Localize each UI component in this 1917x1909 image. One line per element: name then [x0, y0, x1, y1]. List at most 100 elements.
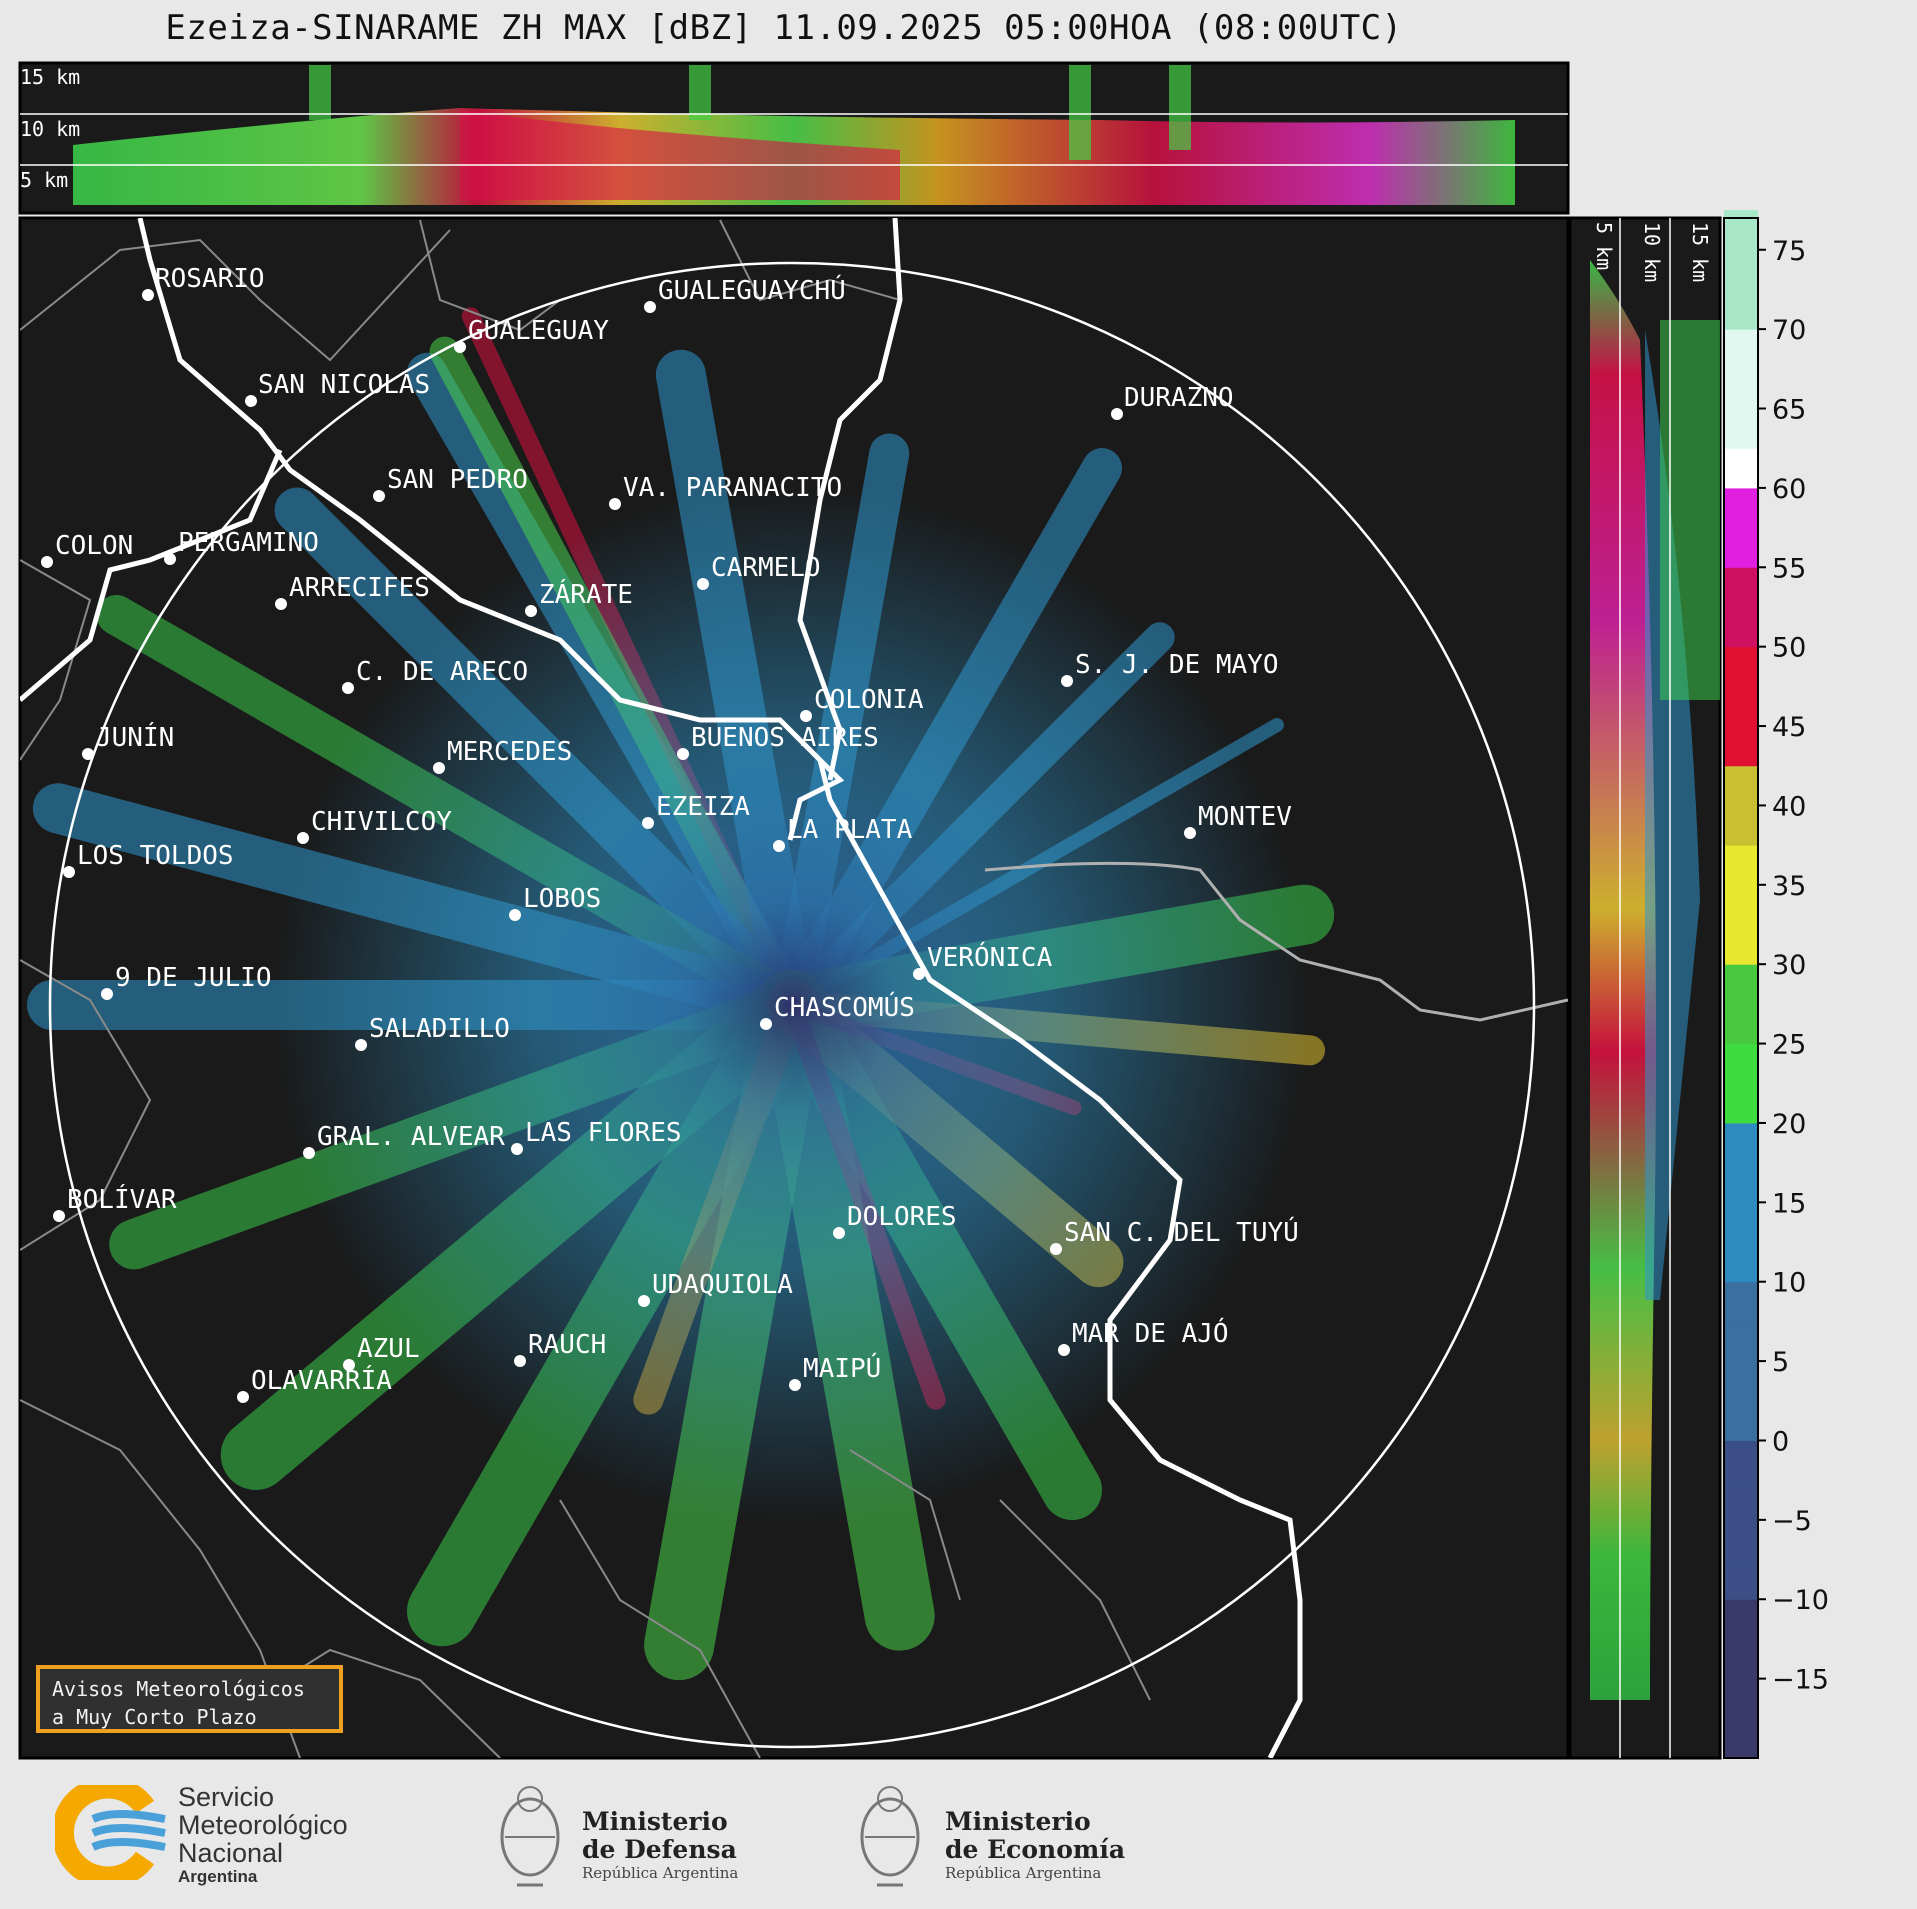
colorbar-segment	[1724, 567, 1758, 608]
colorbar-tick-label: 5	[1772, 1347, 1789, 1378]
colorbar-segment	[1724, 527, 1758, 568]
rio-de-la-plata-coast	[817, 759, 1303, 1758]
city-dot	[342, 682, 354, 694]
city-label: MAIPÚ	[803, 1352, 881, 1384]
colorbar-segment	[1724, 1242, 1758, 1283]
city-label: RAUCH	[528, 1330, 606, 1360]
city-label: S. J. DE MAYO	[1075, 650, 1279, 680]
side-label-10km: 10 km	[1640, 222, 1664, 282]
colorbar-tick-label: 50	[1772, 633, 1806, 664]
city-label: ROSARIO	[155, 264, 265, 294]
city-dot	[237, 1391, 249, 1403]
uruguay-coast	[984, 861, 1568, 1022]
city-dot	[164, 553, 176, 565]
colorbar-tick-label: −5	[1772, 1506, 1812, 1537]
city-dot	[697, 578, 709, 590]
colorbar-tick-label: 45	[1772, 712, 1806, 743]
city-label: PERGAMINO	[178, 528, 319, 558]
colorbar-segment	[1724, 686, 1758, 727]
defensa-line-2: de Defensa	[582, 1835, 737, 1864]
eastern-border	[20, 449, 283, 702]
city-label: C. DE ARECO	[356, 657, 528, 687]
economia-line-1: Ministerio	[945, 1807, 1091, 1836]
colorbar-tick-label: 30	[1772, 950, 1806, 981]
city-label: CHASCOMÚS	[774, 991, 915, 1023]
city-dot	[511, 1143, 523, 1155]
colorbar-segment	[1724, 1440, 1758, 1481]
city-dot	[433, 762, 445, 774]
warning-box[interactable]: Avisos Meteorológicos a Muy Corto Plazo	[36, 1665, 343, 1733]
city-dot	[1184, 827, 1196, 839]
city-dot	[760, 1018, 772, 1030]
city-dot	[297, 832, 309, 844]
colorbar-segment	[1724, 1400, 1758, 1441]
colorbar-segment	[1724, 1122, 1758, 1164]
city-label: SAN NICOLÁS	[258, 368, 430, 400]
colorbar-segment	[1724, 845, 1758, 886]
city-dot	[677, 748, 689, 760]
city-label: COLON	[55, 531, 133, 561]
colorbar-segment	[1724, 249, 1758, 290]
coat-of-arms-defensa-icon	[500, 1786, 560, 1887]
defensa-line-1: Ministerio	[582, 1807, 728, 1836]
city-label: ARRECIFES	[289, 573, 430, 603]
top-label-10km: 10 km	[20, 117, 80, 141]
city-label: MONTEV	[1198, 802, 1292, 832]
warning-line-1: Avisos Meteorológicos	[52, 1677, 305, 1701]
colorbar-segment	[1724, 606, 1758, 648]
colorbar-segment	[1724, 210, 1758, 251]
colorbar-tick-label: 65	[1772, 395, 1806, 426]
side-label-15km: 15 km	[1688, 222, 1712, 282]
city-label: SALADILLO	[369, 1014, 510, 1044]
smn-line-4: Argentina	[178, 1867, 258, 1886]
radar-map: ROSARIO GUALEGUAYCHÚ GUALEGUAY SAN NICOLÁS D…	[18, 216, 1570, 1760]
city-dot	[53, 1210, 65, 1222]
colorbar-segment	[1724, 1361, 1758, 1402]
side-cross-section: 5 km 10 km 15 km	[1568, 216, 1722, 1760]
colorbar-tick-label: 70	[1772, 315, 1806, 346]
city-dot	[800, 710, 812, 722]
city-label: 9 DE JULIO	[115, 963, 272, 993]
city-label: LOBOS	[523, 884, 601, 914]
colorbar-tick-label: 15	[1772, 1188, 1806, 1219]
city-dot	[1111, 408, 1123, 420]
city-dot	[63, 866, 75, 878]
city-dot	[1050, 1243, 1062, 1255]
colorbar-segment	[1724, 765, 1758, 806]
colorbar-tick-label: 35	[1772, 871, 1806, 902]
city-dot	[275, 598, 287, 610]
colorbar-segment	[1724, 448, 1758, 489]
city-label: GRAL. ALVEAR	[317, 1122, 505, 1152]
city-label: ZÁRATE	[539, 578, 633, 610]
colorbar-segment	[1724, 884, 1758, 925]
city-label: AZUL	[357, 1334, 420, 1364]
smn-logo-text: Servicio Meteorológico Nacional Argentin…	[178, 1783, 348, 1887]
colorbar-segment	[1724, 329, 1758, 370]
defensa-line-3: República Argentina	[582, 1864, 739, 1882]
top-label-15km: 15 km	[20, 65, 80, 89]
city-dot	[609, 498, 621, 510]
city-label: LAS FLORES	[525, 1118, 682, 1148]
city-label: CHIVILCOY	[311, 807, 452, 837]
city-dot	[1058, 1344, 1070, 1356]
top-cross-section: 15 km 10 km 5 km	[18, 61, 1570, 215]
colorbar-segment	[1724, 1003, 1758, 1045]
city-dot	[644, 301, 656, 313]
city-label: LOS TOLDOS	[77, 841, 234, 871]
economia-line-2: de Economía	[945, 1835, 1126, 1864]
colorbar-segment	[1724, 1321, 1758, 1362]
colorbar-segment	[1724, 726, 1758, 767]
colorbar-segment	[1724, 805, 1758, 846]
city-dot	[142, 289, 154, 301]
colorbar-segment	[1724, 1559, 1758, 1600]
smn-line-3: Nacional	[178, 1838, 284, 1868]
colorbar-segment	[1724, 1599, 1758, 1640]
city-label: MERCEDES	[447, 737, 572, 767]
colorbar-segment	[1724, 1281, 1758, 1322]
colorbar-segment	[1724, 1678, 1758, 1719]
smn-line-1: Servicio	[178, 1782, 275, 1812]
defensa-logo-text: Ministerio de Defensa República Argentin…	[582, 1807, 739, 1883]
colorbar-tick-label: −15	[1772, 1665, 1829, 1696]
